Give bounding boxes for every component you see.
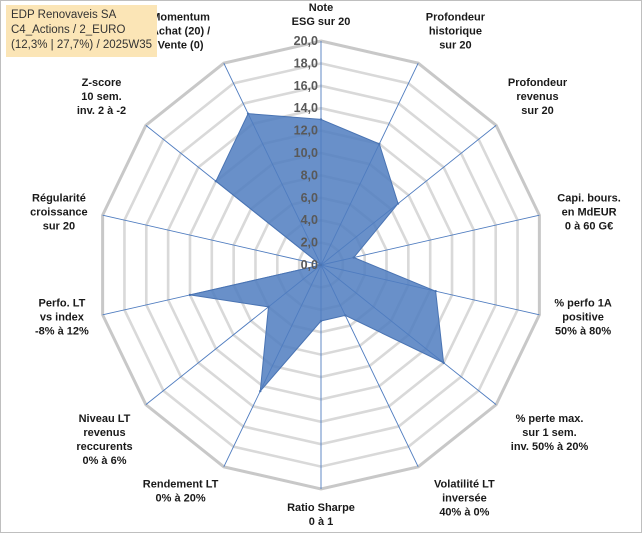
chart-title-box: EDP Renovaveis SA C4_Actions / 2_EURO (1… bbox=[6, 5, 158, 57]
axis-spoke bbox=[320, 214, 540, 266]
axis-label-line: Perfo. LT bbox=[38, 298, 85, 310]
axis-label: Rendement LT 0% à 20% bbox=[143, 479, 219, 505]
axis-label-line: Profondeur bbox=[508, 77, 568, 89]
tick-label: 18,0 bbox=[294, 56, 318, 70]
subtitle-line: (12,3% | 27,7%) / 2025W35 bbox=[11, 39, 153, 51]
axis-label-line: 40% à 0% bbox=[439, 507, 489, 519]
axis-label-line: positive bbox=[562, 312, 604, 324]
axis-label: Volatilité LT inversée 40% à 0% bbox=[434, 479, 495, 519]
axis-label: Régularité croissance sur 20 bbox=[30, 192, 87, 232]
tick-label: 12,0 bbox=[294, 124, 318, 138]
tick-label: 4,0 bbox=[301, 213, 318, 227]
tick-label: 6,0 bbox=[301, 191, 318, 205]
axis-label: % perfo 1A positive 50% à 80% bbox=[554, 298, 612, 338]
series-point bbox=[352, 256, 355, 259]
series-point bbox=[442, 361, 445, 364]
series-point bbox=[267, 305, 270, 309]
axis-label-line: inv. 50% à 20% bbox=[511, 441, 589, 453]
axis-label-line: ESG sur 20 bbox=[292, 16, 351, 28]
axis-label-line: en MdEUR bbox=[562, 206, 617, 218]
axis-label-line: 0% à 6% bbox=[82, 455, 126, 467]
series-point bbox=[214, 180, 218, 183]
axis-label: Capi. bours. en MdEUR 0 à 60 G€ bbox=[557, 192, 621, 232]
axis-label-line: 0 à 1 bbox=[309, 516, 333, 528]
tick-label: 0,0 bbox=[301, 258, 318, 272]
axis-label: Ratio Sharpe 0 à 1 bbox=[287, 502, 355, 528]
axis-label-line: sur 20 bbox=[43, 220, 75, 232]
axis-label-line: Niveau LT bbox=[79, 413, 131, 425]
axis-label-line: Rendement LT bbox=[143, 479, 219, 491]
series-point bbox=[434, 289, 437, 293]
axis-label: Momentum Achat (20) / Vente (0) bbox=[151, 11, 210, 51]
tick-label: 10,0 bbox=[294, 146, 318, 160]
tick-label: 14,0 bbox=[294, 101, 318, 115]
axis-label-line: Volatilité LT bbox=[434, 479, 495, 491]
axis-label: % perte max. sur 1 sem. inv. 50% à 20% bbox=[511, 413, 589, 453]
axis-label-line: revenus bbox=[83, 427, 125, 439]
axis-label-line: Ratio Sharpe bbox=[287, 502, 355, 514]
axis-label-line: Vente (0) bbox=[158, 39, 204, 51]
axis-label-line: Note bbox=[309, 2, 333, 14]
title-line: EDP Renovaveis SA bbox=[11, 9, 117, 21]
axis-label-line: 10 sem. bbox=[81, 91, 121, 103]
axis-label: Profondeur revenus sur 20 bbox=[508, 77, 568, 117]
axis-label: Note ESG sur 20 bbox=[292, 2, 351, 28]
tick-label: 2,0 bbox=[301, 236, 318, 250]
axis-label-line: sur 20 bbox=[521, 105, 553, 117]
axis-label-line: inversée bbox=[442, 493, 487, 505]
series-point bbox=[259, 389, 262, 393]
series-point bbox=[246, 112, 250, 115]
axis-label-line: % perte max. bbox=[516, 413, 584, 425]
axis-label-line: Profondeur bbox=[426, 11, 486, 23]
axis-label-line: Capi. bours. bbox=[557, 192, 621, 204]
series-point bbox=[319, 118, 323, 121]
axis-label-line: Régularité bbox=[32, 192, 86, 204]
axis-label-line: 0 à 60 G€ bbox=[565, 220, 613, 232]
radar-tick-labels: 0,0 2,0 4,0 6,0 8,0 10,0 12,0 14,0 16,0 18,0 20,0 bbox=[294, 34, 318, 272]
axis-label: Z-score 10 sem. inv. 2 à -2 bbox=[77, 77, 126, 117]
series-point bbox=[319, 263, 323, 267]
axis-label-line: Momentum bbox=[151, 11, 210, 23]
radar-series bbox=[188, 112, 445, 393]
axis-label-line: revenus bbox=[516, 91, 558, 103]
series-point bbox=[319, 319, 323, 323]
axis-label-line: historique bbox=[429, 25, 482, 37]
series-point bbox=[378, 142, 381, 146]
axis-label: Perfo. LT vs index -8% à 12% bbox=[35, 298, 89, 338]
axis-label-line: -8% à 12% bbox=[35, 326, 89, 338]
axis-label-line: sur 20 bbox=[439, 39, 471, 51]
axis-label: Niveau LT revenus reccurents 0% à 6% bbox=[76, 413, 132, 467]
axis-label-line: reccurents bbox=[76, 441, 132, 453]
tick-label: 8,0 bbox=[301, 168, 318, 182]
axis-label-line: Z-score bbox=[82, 77, 122, 89]
radar-axis-labels: Note ESG sur 20 Profondeur historique sur 20… bbox=[30, 2, 621, 528]
axis-label-line: sur 1 sem. bbox=[522, 427, 576, 439]
axis-spoke bbox=[102, 214, 322, 266]
axis-label-line: 50% à 80% bbox=[555, 326, 611, 338]
axis-label: Profondeur historique sur 20 bbox=[426, 11, 486, 51]
axis-label-line: inv. 2 à -2 bbox=[77, 105, 126, 117]
series-point bbox=[344, 314, 347, 317]
tick-label: 20,0 bbox=[294, 34, 318, 48]
axis-label-line: Achat (20) / bbox=[151, 25, 210, 37]
series-point bbox=[188, 293, 192, 297]
subtitle-line: C4_Actions / 2_EURO bbox=[11, 24, 126, 36]
axis-label-line: vs index bbox=[40, 312, 85, 324]
axis-label-line: croissance bbox=[30, 206, 87, 218]
axis-label-line: % perfo 1A bbox=[554, 298, 612, 310]
series-point bbox=[396, 202, 400, 205]
axis-label-line: 0% à 20% bbox=[156, 493, 206, 505]
tick-label: 16,0 bbox=[294, 79, 318, 93]
